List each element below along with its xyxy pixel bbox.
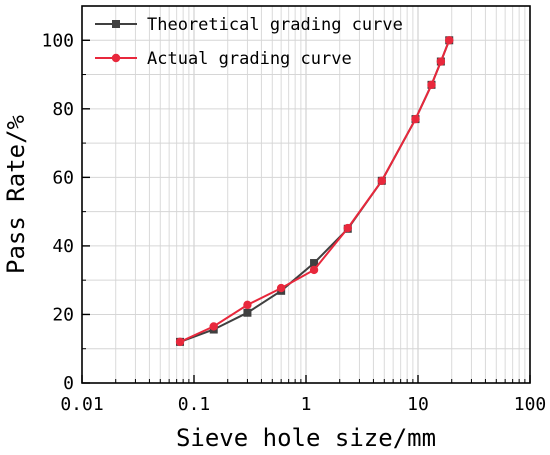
legend-marker-actual xyxy=(111,53,121,63)
x-tick-label: 0.1 xyxy=(178,394,211,415)
data-point-theoretical xyxy=(310,259,319,268)
data-point-actual xyxy=(309,265,319,275)
grid-layer xyxy=(81,6,530,383)
y-axis-title: Pass Rate/% xyxy=(2,114,30,273)
data-point-actual xyxy=(427,80,436,90)
y-tick-label: 40 xyxy=(52,236,74,257)
series-line-actual xyxy=(179,39,451,343)
y-tick-label: 60 xyxy=(52,167,74,188)
legend-label-theoretical: Theoretical grading curve xyxy=(147,15,403,35)
data-point-actual xyxy=(276,283,286,293)
series-line-theoretical xyxy=(179,39,451,343)
y-tick-label: 20 xyxy=(52,304,74,325)
legend-label-actual: Actual grading curve xyxy=(147,49,352,69)
legend-marker-theoretical xyxy=(112,20,120,28)
data-point-actual xyxy=(445,36,454,45)
tick-layer: 0.01 0.1 1 10 100 0 20 40 60 80 100 xyxy=(41,30,546,415)
series-layer xyxy=(175,36,454,347)
data-point-actual xyxy=(175,337,185,347)
x-axis-title: Sieve hole size/mm xyxy=(176,424,436,452)
data-point-actual xyxy=(411,114,420,124)
data-point-actual xyxy=(436,57,446,66)
y-tick-label: 80 xyxy=(52,99,74,120)
x-tick-label: 0.01 xyxy=(60,394,103,415)
legend: Theoretical grading curve Actual grading… xyxy=(95,15,403,69)
data-point-theoretical xyxy=(243,308,252,317)
x-tick-label: 10 xyxy=(407,394,429,415)
y-tick-label: 0 xyxy=(63,373,74,394)
y-tick-label: 100 xyxy=(41,30,74,51)
x-tick-label: 1 xyxy=(301,394,312,415)
data-point-actual xyxy=(377,176,386,185)
data-point-actual xyxy=(343,223,352,233)
data-point-actual xyxy=(209,322,218,331)
data-point-actual xyxy=(243,300,252,310)
x-tick-label: 100 xyxy=(514,394,547,415)
